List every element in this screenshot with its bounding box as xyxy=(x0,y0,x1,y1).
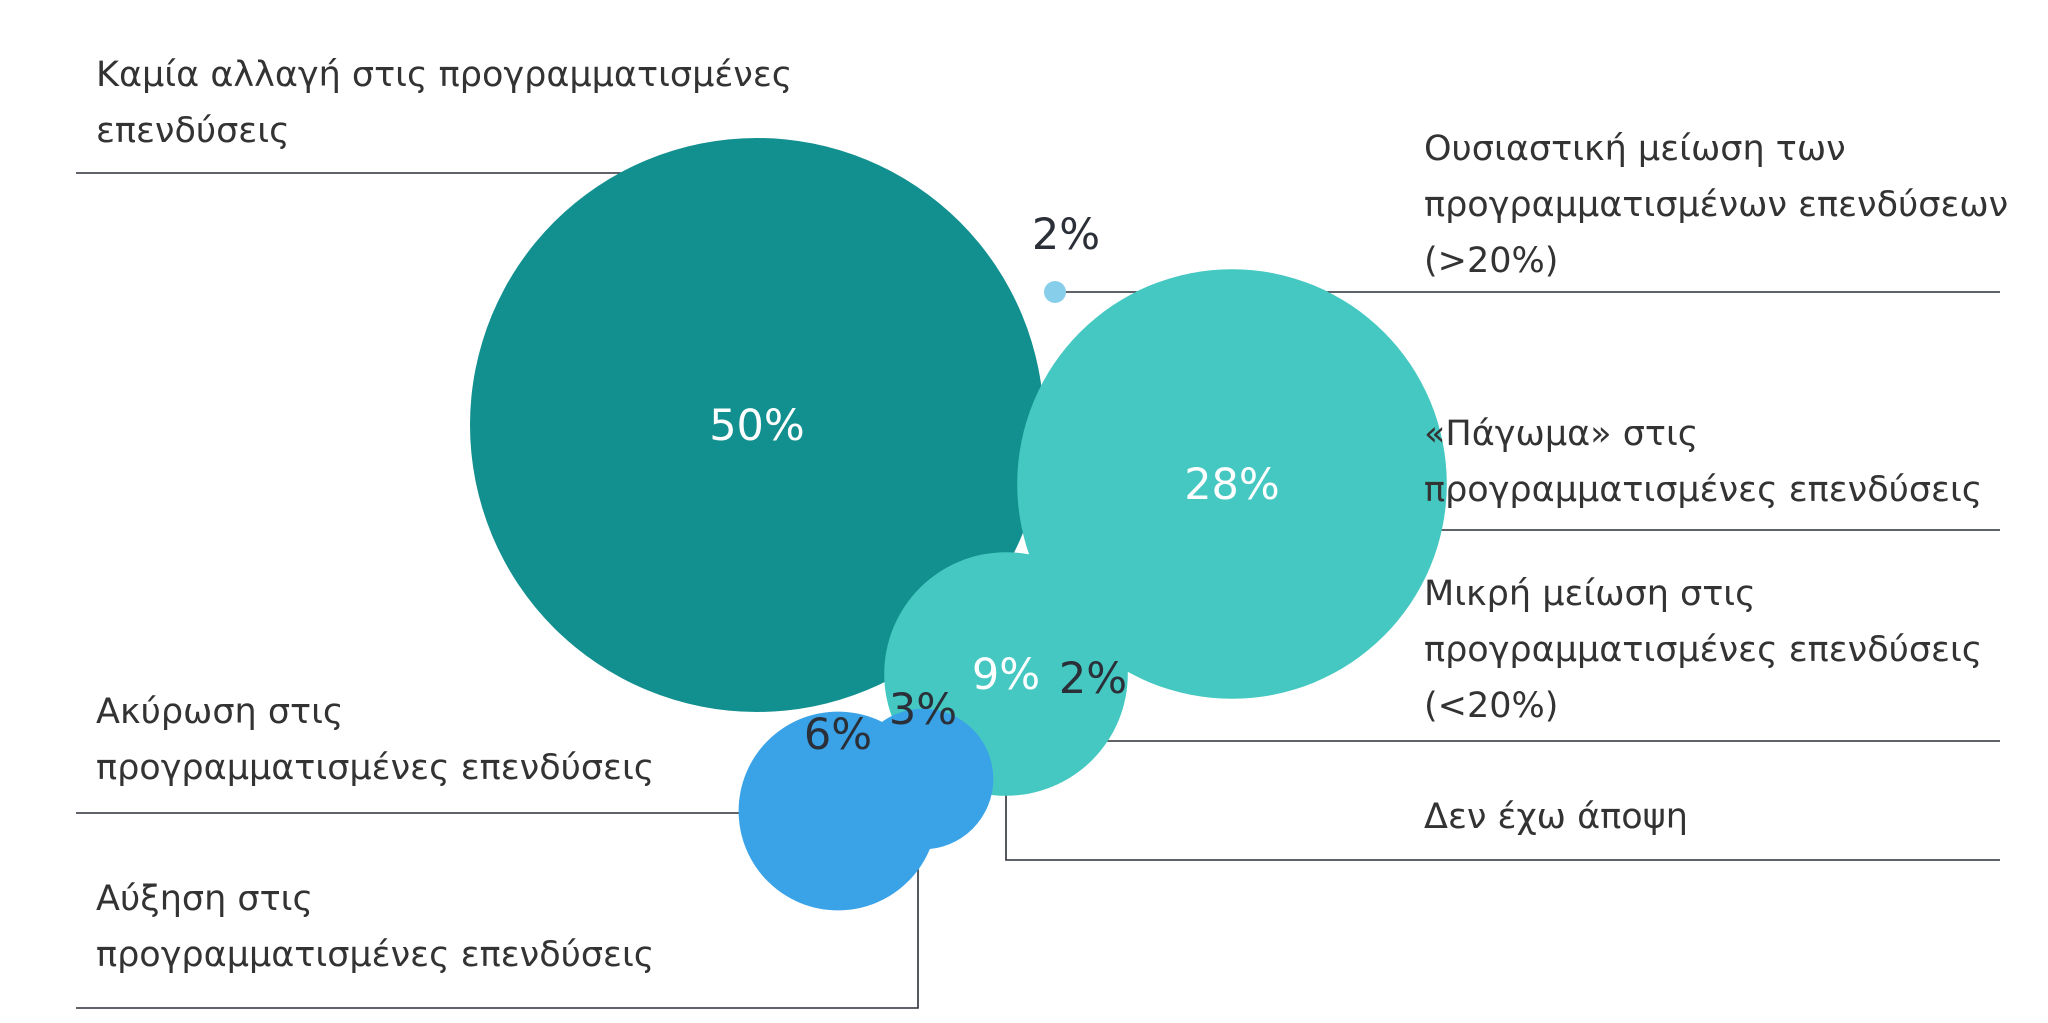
category-label-no_change-line-2: επενδύσεις xyxy=(96,111,290,151)
category-label-cancellation-line-2: προγραμματισμένες επενδύσεις xyxy=(96,748,654,788)
category-label-small_decrease-line-1: Μικρή μείωση στις xyxy=(1424,574,1756,614)
value-label-increase: 3% xyxy=(889,685,957,735)
category-label-no_change-line-1: Καμία αλλαγή στις προγραμματισμένες xyxy=(96,55,792,95)
category-label-increase-line-1: Αύξηση στις xyxy=(96,879,313,919)
category-label-cancellation-line-1: Ακύρωση στις xyxy=(96,692,343,732)
category-label-substantial_decrease-line-3: (>20%) xyxy=(1424,241,1558,281)
value-label-no_opinion: 9% xyxy=(972,650,1040,700)
bubble-no_change xyxy=(470,138,1044,712)
value-label-small_decrease: 2% xyxy=(1059,654,1127,704)
bubbles xyxy=(470,138,1447,911)
category-label-small_decrease-line-3: (<20%) xyxy=(1424,686,1558,726)
value-label-cancellation: 6% xyxy=(804,710,872,760)
category-label-freeze-line-2: προγραμματισμένες επενδύσεις xyxy=(1424,470,1982,510)
category-label-increase-line-2: προγραμματισμένες επενδύσεις xyxy=(96,935,654,975)
category-label-substantial_decrease-line-2: προγραμματισμένων επενδύσεων xyxy=(1424,185,2008,225)
bubble-substantial_decrease xyxy=(1044,281,1066,303)
category-label-substantial_decrease-line-1: Ουσιαστική μείωση των xyxy=(1424,129,1846,169)
category-label-small_decrease-line-2: προγραμματισμένες επενδύσεις xyxy=(1424,630,1982,670)
labels: 50% Καμία αλλαγή στις προγραμματισμένες επ… xyxy=(96,55,2008,975)
category-label-no_opinion-line-1: Δεν έχω άποψη xyxy=(1424,797,1688,837)
value-label-substantial_decrease: 2% xyxy=(1032,210,1100,260)
bubble-freeze xyxy=(1017,269,1447,699)
category-label-freeze-line-1: «Πάγωμα» στις xyxy=(1424,414,1698,454)
value-label-no_change: 50% xyxy=(709,401,805,451)
value-label-freeze: 28% xyxy=(1184,460,1280,510)
bubble-increase xyxy=(852,708,994,850)
